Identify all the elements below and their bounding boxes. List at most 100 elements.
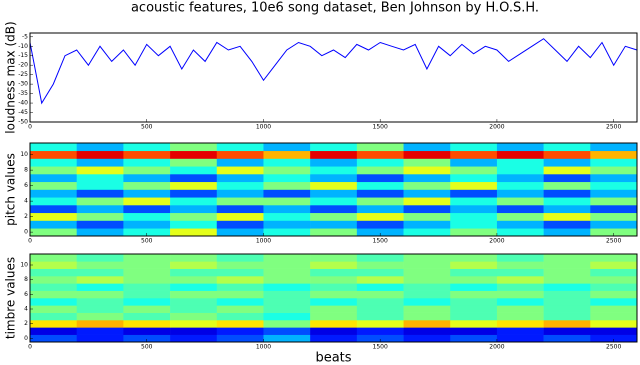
heatmap-cell <box>543 283 591 291</box>
heatmap-cell <box>263 150 311 159</box>
x-tick-label: 0 <box>28 238 32 245</box>
heatmap-cell <box>403 261 451 269</box>
heatmap-cell <box>543 254 591 262</box>
heatmap-cell <box>170 305 218 313</box>
heatmap-cell <box>216 334 264 343</box>
heatmap-cell <box>356 312 404 321</box>
heatmap-cell <box>30 205 77 214</box>
heatmap-cell <box>543 212 591 221</box>
heatmap-cell <box>543 298 591 306</box>
heatmap-cell <box>543 276 591 284</box>
x-tick-label: 2000 <box>489 124 504 131</box>
y-axis-label: timbre values <box>4 257 18 339</box>
heatmap-cell <box>450 150 498 159</box>
heatmap-cell <box>30 334 77 343</box>
heatmap-cell <box>590 261 638 269</box>
heatmap-cell <box>123 320 171 328</box>
heatmap-cell <box>263 189 311 198</box>
heatmap-cell <box>310 197 358 206</box>
heatmap-cell <box>310 205 358 214</box>
heatmap-cell <box>30 276 77 284</box>
heatmap-cell <box>76 150 124 159</box>
heatmap-cell <box>310 305 358 313</box>
heatmap-cell <box>543 166 591 175</box>
heatmap-cell <box>590 150 638 159</box>
heatmap-cell <box>170 158 218 167</box>
heatmap-cell <box>403 220 451 229</box>
heatmap-cell <box>216 276 264 284</box>
y-tick-label: -30 <box>18 81 28 88</box>
heatmap-cell <box>356 181 404 190</box>
heatmap-cell <box>310 143 358 152</box>
heatmap-cell <box>76 166 124 175</box>
heatmap-cell <box>543 220 591 229</box>
heatmap-cell <box>590 220 638 229</box>
heatmap-cell <box>403 166 451 175</box>
heatmap-cell <box>30 150 77 159</box>
heatmap-cell <box>543 205 591 214</box>
heatmap-cell <box>356 166 404 175</box>
heatmap-cell <box>76 181 124 190</box>
heatmap-cell <box>310 189 358 198</box>
heatmap-cell <box>123 197 171 206</box>
y-tick-label: -45 <box>18 109 28 116</box>
x-tick-label: 0 <box>28 124 32 131</box>
heatmap-cell <box>403 327 451 335</box>
heatmap-cell <box>170 320 218 328</box>
heatmap-cell <box>216 220 264 229</box>
heatmap-cell <box>356 150 404 159</box>
heatmap-cell <box>310 220 358 229</box>
heatmap-cell <box>356 276 404 284</box>
heatmap-cell <box>543 268 591 277</box>
heatmap-cell <box>30 189 77 198</box>
x-tick-label: 1000 <box>256 344 271 351</box>
y-tick-label: -10 <box>18 43 28 50</box>
heatmap-cell <box>356 320 404 328</box>
heatmap-cell <box>76 290 124 299</box>
heatmap-cell <box>76 205 124 214</box>
heatmap-cell <box>263 197 311 206</box>
heatmap-cell <box>76 312 124 321</box>
plot-frame <box>29 253 638 343</box>
x-tick-label: 500 <box>141 238 153 245</box>
heatmap-cell <box>30 320 77 328</box>
y-axis-label: loudness max (dB) <box>4 21 18 133</box>
heatmap-cell <box>450 158 498 167</box>
heatmap-cell <box>263 334 311 343</box>
y-tick-label: 4 <box>24 198 28 205</box>
heatmap-cell <box>543 320 591 328</box>
heatmap-cell <box>543 150 591 159</box>
heatmap-cell <box>403 189 451 198</box>
heatmap-cell <box>403 254 451 262</box>
heatmap-cell <box>496 254 544 262</box>
heatmap-cell <box>170 334 218 343</box>
heatmap-cell <box>170 283 218 291</box>
heatmap-cell <box>590 212 638 221</box>
heatmap-cell <box>356 327 404 335</box>
heatmap-cell <box>30 212 77 221</box>
heatmap-cell <box>310 174 358 183</box>
chart-title: acoustic features, 10e6 song dataset, Be… <box>131 1 539 16</box>
heatmap-cell <box>263 268 311 277</box>
heatmap-cell <box>123 298 171 306</box>
heatmap-cell <box>30 298 77 306</box>
heatmap-cell <box>356 268 404 277</box>
heatmap-cell <box>310 334 358 343</box>
heatmap-cell <box>356 174 404 183</box>
heatmap-cell <box>30 283 77 291</box>
heatmap-cell <box>76 228 124 237</box>
heatmap-cell <box>123 212 171 221</box>
heatmap-cell <box>30 181 77 190</box>
heatmap-cell <box>450 327 498 335</box>
heatmap-cell <box>216 212 264 221</box>
heatmap-cell <box>263 283 311 291</box>
x-tick-label: 1500 <box>373 124 388 131</box>
heatmap-cell <box>590 181 638 190</box>
heatmap-cell <box>356 283 404 291</box>
heatmap-cell <box>263 305 311 313</box>
heatmap-cell <box>216 181 264 190</box>
heatmap-cell <box>450 254 498 262</box>
heatmap-cell <box>170 276 218 284</box>
heatmap-cell <box>590 254 638 262</box>
